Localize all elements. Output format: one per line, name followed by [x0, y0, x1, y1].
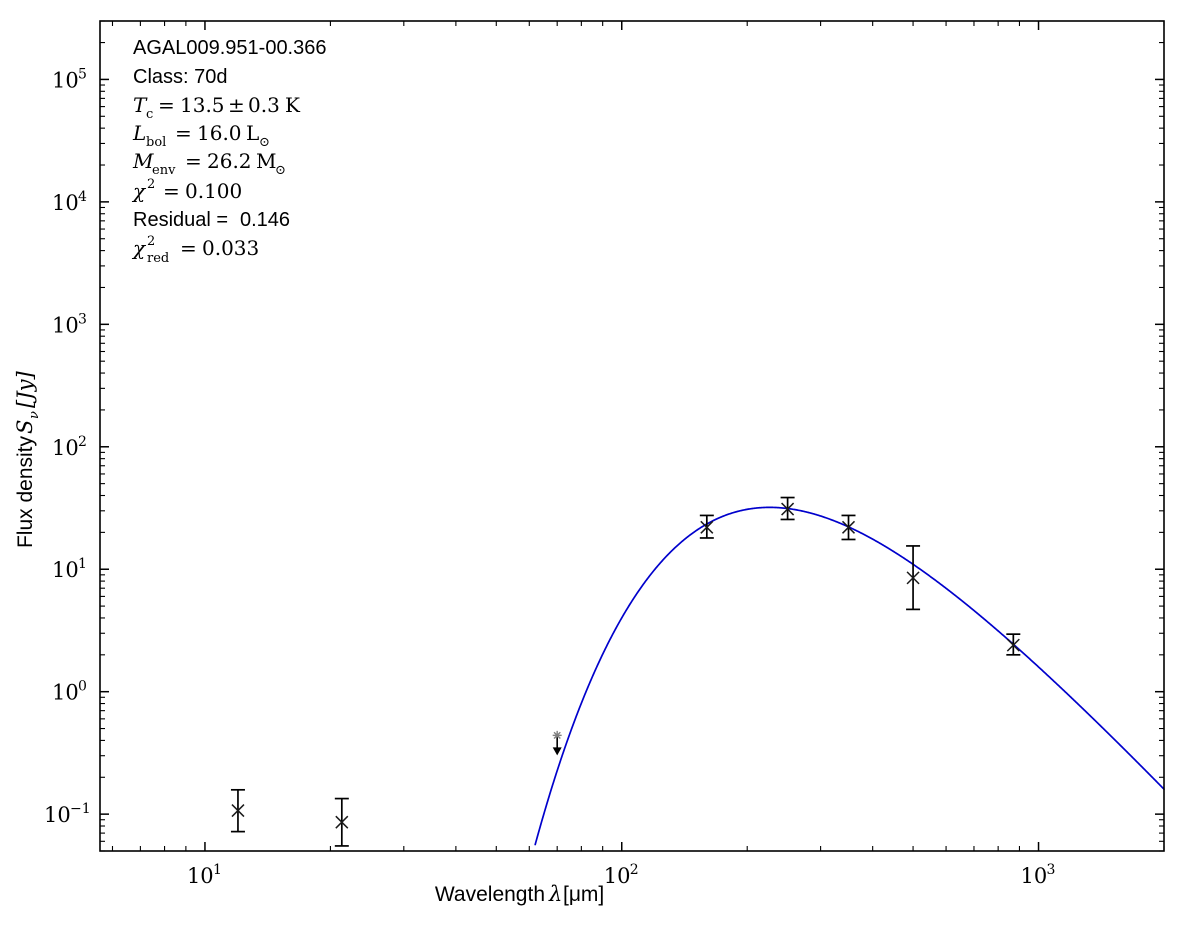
x-tick-label: 10 2 — [604, 862, 639, 888]
y-tick-label: 10 0 — [52, 679, 87, 705]
marker-x-icon — [231, 804, 245, 818]
y-tick-label: 10 4 — [52, 189, 87, 215]
x-tick-label-exponent: 3 — [1047, 862, 1056, 878]
y-tick-label: 10 −1 — [44, 801, 91, 827]
x-tick-label-mantissa: 10 — [604, 864, 631, 888]
marker-x-icon — [841, 520, 856, 534]
y-tick-label: 10 5 — [52, 66, 87, 92]
marker-x-icon — [700, 520, 714, 534]
data-point — [230, 788, 245, 833]
y-tick-label-mantissa: 10 — [52, 558, 79, 582]
y-tick-label-mantissa: 10 — [52, 191, 79, 215]
y-tick-label-mantissa: 10 — [44, 803, 71, 827]
y-tick-label-mantissa: 10 — [52, 681, 79, 705]
marker-x-icon — [781, 502, 795, 516]
marker-x-icon — [906, 571, 920, 585]
upper-limit-marker — [553, 731, 561, 739]
y-tick-label-exponent: 1 — [78, 556, 87, 572]
y-tick-label-exponent: 5 — [78, 66, 87, 82]
data-point — [699, 514, 714, 539]
x-tick-label: 10 1 — [187, 862, 222, 888]
sed-fit-curve — [534, 506, 1165, 846]
y-tick-label: 10 2 — [52, 434, 87, 460]
y-tick-label: 10 1 — [52, 556, 87, 582]
x-tick-label-mantissa: 10 — [187, 864, 214, 888]
plot-frame — [99, 20, 1165, 852]
y-tick-label-mantissa: 10 — [52, 436, 79, 460]
y-tick-label-exponent: −1 — [70, 801, 91, 817]
x-tick-label: 10 3 — [1021, 862, 1056, 888]
x-tick-label-exponent: 2 — [630, 862, 639, 878]
data-point — [780, 496, 795, 521]
upper-limit-arrow-head — [552, 747, 562, 756]
y-tick-label-exponent: 2 — [78, 434, 87, 450]
y-tick-label-exponent: 4 — [78, 189, 87, 205]
data-point — [1006, 633, 1021, 656]
x-tick-label-exponent: 1 — [213, 862, 222, 878]
data-point — [552, 730, 562, 756]
y-tick-label-mantissa: 10 — [52, 68, 79, 92]
data-point — [906, 545, 921, 611]
data-point — [334, 797, 349, 847]
marker-x-icon — [1006, 638, 1020, 652]
marker-x-icon — [335, 815, 349, 829]
data-point — [841, 514, 856, 541]
y-tick-label-mantissa: 10 — [52, 313, 79, 337]
x-tick-label-mantissa: 10 — [1021, 864, 1048, 888]
y-tick-label: 10 3 — [52, 311, 87, 337]
y-tick-label-exponent: 3 — [78, 311, 87, 327]
y-tick-label-exponent: 0 — [78, 679, 87, 695]
